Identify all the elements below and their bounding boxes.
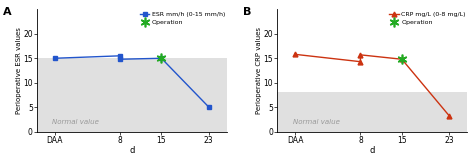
Text: Normal value: Normal value (52, 119, 99, 125)
Y-axis label: Perioperative CRP values: Perioperative CRP values (256, 27, 262, 114)
Text: A: A (3, 7, 11, 17)
Y-axis label: Perioperative ESR values: Perioperative ESR values (16, 27, 22, 114)
Bar (277, 93, 467, 132)
X-axis label: d: d (370, 146, 375, 155)
Text: Normal value: Normal value (292, 119, 339, 125)
X-axis label: d: d (129, 146, 135, 155)
Legend: ESR mm/h (0-15 mm/h), Operation: ESR mm/h (0-15 mm/h), Operation (140, 11, 225, 25)
Text: B: B (243, 7, 252, 17)
Legend: CRP mg/L (0-8 mg/L), Operation: CRP mg/L (0-8 mg/L), Operation (390, 11, 466, 25)
Bar (37, 58, 227, 132)
